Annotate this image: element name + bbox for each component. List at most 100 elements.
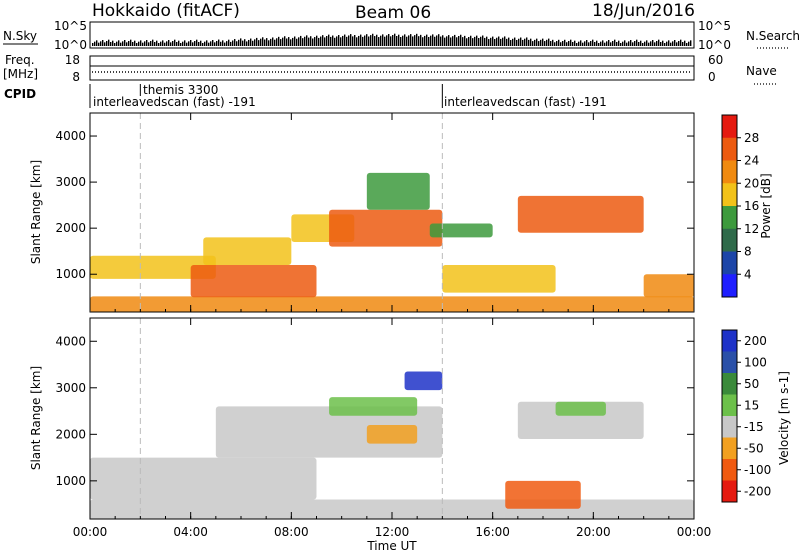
nsky-bar-149	[390, 36, 392, 46]
date-title: 18/Jun/2016	[592, 1, 695, 21]
nsky-bar-284	[660, 42, 662, 46]
velocity-panel: 00:00 04:00 08:00 12:00 16:00 20:00 00:00 1000 2…	[29, 317, 712, 553]
nsky-bar-209	[510, 40, 512, 46]
nsky-series	[92, 33, 692, 46]
nsky-bar-212	[516, 39, 518, 46]
nsky-bar-151	[394, 33, 396, 46]
velocity-ytick-label-0: 1000	[55, 474, 86, 488]
nsky-bar-281	[654, 42, 656, 46]
nsky-bar-222	[536, 38, 538, 46]
freq-label: Freq.	[5, 53, 35, 67]
power-colorbar-label: Power [dB]	[759, 173, 773, 238]
power-region-6	[366, 172, 430, 210]
nsky-bar-280	[652, 40, 654, 46]
velocity-colorbar-cell-7	[722, 480, 737, 503]
nsky-bar-188	[468, 36, 470, 46]
nsky-tick-bottom: 10^0	[54, 38, 87, 52]
nsky-bar-86	[264, 39, 266, 46]
nsky-bar-181	[454, 34, 456, 46]
nsky-bar-152	[396, 36, 398, 46]
nsky-bar-233	[558, 39, 560, 46]
nsky-bar-50	[192, 42, 194, 46]
velocity-xtick-label-3: 12:00	[375, 525, 410, 539]
nsky-bar-140	[372, 33, 374, 46]
nsky-bar-23	[138, 41, 140, 46]
nsky-bar-224	[540, 39, 542, 46]
nsky-bar-33	[158, 43, 160, 46]
nsky-bar-251	[594, 42, 596, 46]
nsky-bar-187	[466, 38, 468, 46]
nsky-bar-268	[628, 41, 630, 46]
freq-tick-top: 18	[65, 53, 80, 67]
nsky-bar-298	[688, 41, 690, 46]
nsky-bar-148	[388, 34, 390, 46]
nsky-bar-231	[554, 42, 556, 46]
velocity-region-1	[90, 457, 317, 500]
nsky-bar-44	[180, 43, 182, 46]
nsky-bar-72	[236, 41, 238, 46]
nsky-bar-31	[154, 42, 156, 46]
nsky-label: N.Sky	[3, 29, 37, 43]
nsky-bar-78	[248, 39, 250, 46]
nsky-bar-42	[176, 42, 178, 46]
nsky-bar-291	[674, 40, 676, 46]
nsky-bar-131	[354, 35, 356, 46]
nsky-bar-57	[206, 40, 208, 46]
nsky-bar-4	[100, 41, 102, 46]
nsky-bar-34	[160, 41, 162, 46]
nsky-bar-183	[458, 36, 460, 46]
cpid-label: CPID	[4, 87, 36, 101]
nsky-bar-219	[530, 38, 532, 46]
nsky-bar-26	[144, 41, 146, 46]
nsky-bar-29	[150, 41, 152, 46]
nsky-bar-225	[542, 38, 544, 46]
velocity-region-6	[505, 480, 581, 509]
nsky-bar-103	[298, 37, 300, 46]
nsky-bar-68	[228, 39, 230, 46]
nsky-bar-47	[186, 42, 188, 46]
velocity-xtick-label-6: 00:00	[677, 525, 712, 539]
nsky-bar-38	[168, 40, 170, 46]
nsky-bar-1	[94, 41, 96, 46]
velocity-colorbar-cells	[722, 330, 737, 503]
nsky-bar-199	[490, 37, 492, 46]
nsky-bar-144	[380, 35, 382, 46]
nsky-bar-250	[592, 39, 594, 46]
power-colorbar-cell-4	[722, 206, 737, 230]
power-ytick-label-1: 2000	[55, 221, 86, 235]
nsky-bar-208	[508, 37, 510, 46]
nsky-bar-265	[622, 41, 624, 46]
nsky-bar-115	[322, 35, 324, 46]
nsky-bar-184	[460, 34, 462, 46]
nsky-bar-273	[638, 42, 640, 46]
nsky-bar-117	[326, 36, 328, 46]
nsky-bar-249	[590, 41, 592, 46]
nsky-bar-3	[98, 42, 100, 46]
power-ytick-label-2: 3000	[55, 175, 86, 189]
nsky-bar-202	[496, 37, 498, 46]
nsky-bar-295	[682, 42, 684, 46]
nsky-bar-101	[294, 36, 296, 46]
nsky-bar-83	[258, 40, 260, 46]
nsky-bar-143	[378, 37, 380, 46]
nsky-bar-245	[582, 42, 584, 46]
nsky-bar-259	[610, 42, 612, 46]
power-colorbar-cell-5	[722, 228, 737, 252]
nsky-bar-190	[472, 38, 474, 46]
nsky-bar-37	[166, 41, 168, 46]
nsky-bar-127	[346, 36, 348, 46]
nsky-bar-27	[146, 40, 148, 46]
nsky-bar-261	[614, 39, 616, 46]
nsky-bar-105	[302, 38, 304, 46]
nsky-bar-205	[502, 37, 504, 46]
nsky-bar-243	[578, 41, 580, 46]
nsky-bar-288	[668, 40, 670, 46]
nsky-bar-260	[612, 41, 614, 46]
nsky-bar-94	[280, 39, 282, 46]
velocity-colorbar-tick-label-7: -200	[744, 484, 771, 498]
nsky-bar-160	[412, 36, 414, 46]
nsky-bar-77	[246, 41, 248, 46]
nsky-bar-167	[426, 34, 428, 46]
nsky-bar-153	[398, 34, 400, 46]
